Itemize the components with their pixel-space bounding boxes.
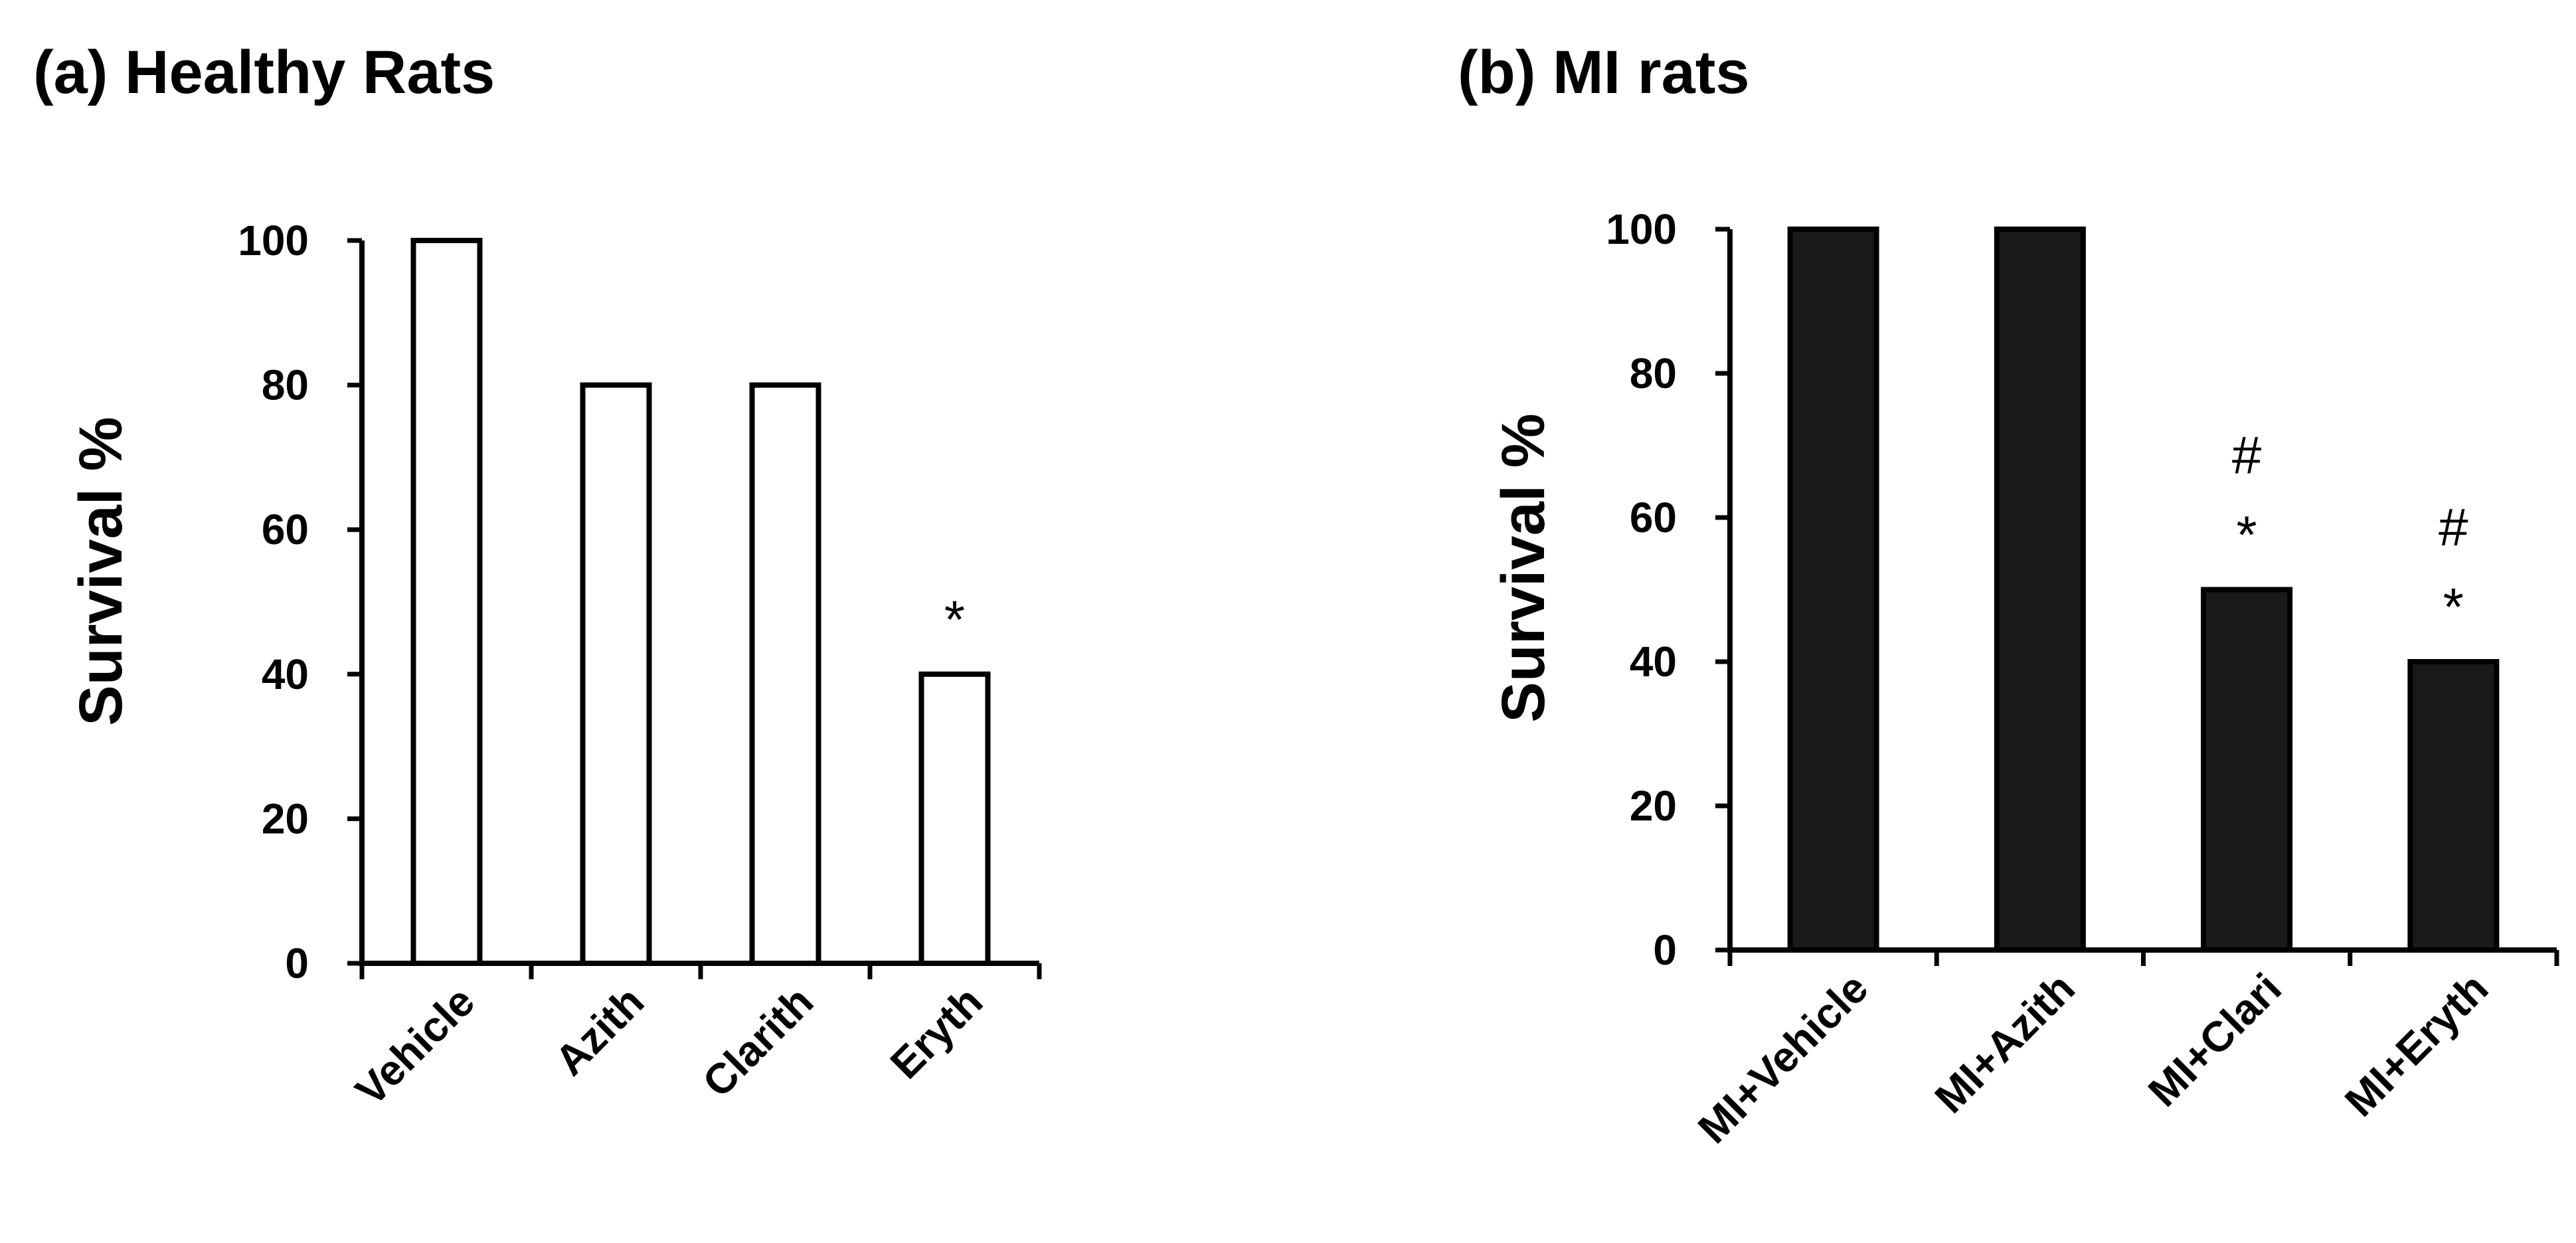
panel-b-y-tick-label: 0 <box>1653 926 1677 974</box>
panel-a-category-label: Vehicle <box>346 977 483 1115</box>
panel-b-category-label: MI+Clari <box>2139 964 2290 1115</box>
panel-a-category-label: Eryth <box>881 977 992 1088</box>
panel-a-y-tick-label: 60 <box>262 506 309 553</box>
panel-b-bar-mi-eryth <box>2407 659 2500 953</box>
panel-b-significance-mark: # <box>2439 498 2468 557</box>
panel-b-y-axis-label: Survival % <box>1490 413 1557 722</box>
panel-a-plot-area: 0 20 40 60 80 100 Vehicle Azith Clarith Eryth * <box>238 217 1042 1115</box>
panel-b-mi-rats: (b) MI rats Survival % 0 20 40 60 80 100 MI+Ve… <box>1458 39 2559 1153</box>
panel-b-bar-mi-clari <box>2201 587 2293 953</box>
panel-a-bar-eryth <box>918 671 991 966</box>
panel-a-y-tick-label: 80 <box>262 361 309 409</box>
panel-a-y-tick-label: 20 <box>262 795 309 842</box>
panel-b-y-tick-label: 40 <box>1630 638 1677 686</box>
panel-a-bar-vehicle <box>410 238 483 966</box>
panel-b-significance-mark: # <box>2232 426 2262 485</box>
panel-a-category-label: Clarith <box>693 977 822 1106</box>
panel-b-y-tick-label: 80 <box>1630 349 1677 397</box>
panel-b-category-label: MI+Eryth <box>2336 964 2497 1125</box>
panel-b-bar-mi-vehicle <box>1787 227 1879 953</box>
panel-b-bar-mi-azith <box>1994 227 2086 953</box>
panel-b-y-tick-label: 60 <box>1630 494 1677 541</box>
panel-a-healthy-rats: (a) Healthy Rats Survival % 0 20 40 60 80 100… <box>33 39 1042 1115</box>
panel-b-category-label: MI+Vehicle <box>1689 964 1877 1153</box>
panel-a-y-tick-label: 0 <box>285 939 309 987</box>
panel-b-significance-mark: * <box>2443 577 2464 636</box>
panel-a-y-tick-label: 40 <box>262 650 309 698</box>
panel-b-title: (b) MI rats <box>1458 39 1750 106</box>
panel-a-y-axis-label: Survival % <box>67 417 135 725</box>
panel-b-significance-mark: * <box>2237 506 2257 565</box>
panel-a-significance-mark: * <box>944 590 965 649</box>
panel-a-bar-azith <box>580 382 652 966</box>
panel-a-y-tick-label: 100 <box>238 217 309 264</box>
panel-b-category-label: MI+Azith <box>1926 964 2084 1122</box>
panel-b-y-tick-label: 100 <box>1606 205 1677 253</box>
panel-a-title: (a) Healthy Rats <box>33 39 495 106</box>
panel-b-y-tick-label: 20 <box>1630 782 1677 830</box>
panel-a-bar-clarith <box>749 382 821 966</box>
panel-a-category-label: Azith <box>546 977 653 1085</box>
panel-b-plot-area: 0 20 40 60 80 100 MI+Vehicle MI+Azith MI+Clari MI… <box>1606 205 2559 1153</box>
